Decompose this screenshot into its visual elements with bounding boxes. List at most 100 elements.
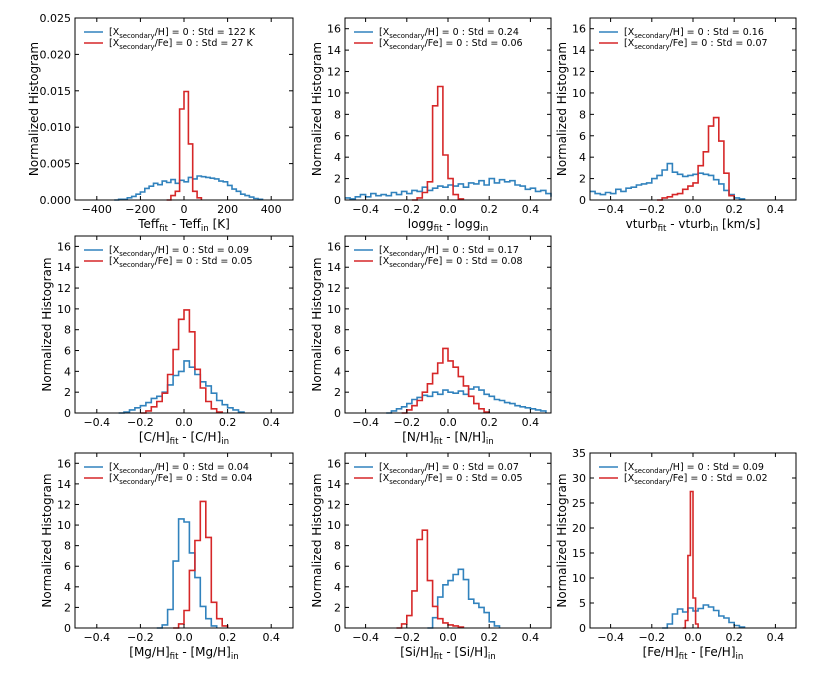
legend-entry-fe: [Xsecondary/Fe] = 0 : Std = 0.06 [379,38,523,51]
x-tick-label: 0.2 [725,203,743,216]
y-tick-label: 2 [579,173,586,186]
label-part: /Fe] = 0 : Std = [155,38,232,49]
y-axis-label: Normalized Histogram [310,42,324,176]
label-part: [X [624,473,635,484]
label-part: /H] = 0 : Std = [425,462,498,473]
x-tick-label: 0.0 [175,631,193,644]
histogram-series-h [156,518,218,629]
x-axis-label: [Si/H]fit - [Si/H]in [400,645,495,662]
subscript-text: in [736,652,744,662]
label-part: [X [379,38,390,49]
y-tick-label: 0.000 [40,194,72,207]
y-tick-label: 10 [57,519,71,532]
label-part: - Teff [168,217,202,231]
x-tick-label: −0.4 [597,203,624,216]
subscript-text: secondary [119,43,154,51]
histogram-series-fe [173,500,229,629]
y-tick-label: 0 [64,622,71,635]
y-tick-label: 0 [334,407,341,420]
x-tick-label: −400 [82,203,112,216]
label-part: [X [109,38,120,49]
x-tick-label: 0.0 [439,631,457,644]
y-tick-label: 16 [327,23,341,36]
legend-entry-fe: [Xsecondary/Fe] = 0 : Std = 0.08 [379,256,523,269]
legend: [Xsecondary/H] = 0 : Std = 0.07[Xseconda… [354,462,523,486]
panel-ch: −0.4 −0.2 0.0 0.2 0.4 0 2 4 6 8 10 12 14 16Normalized… [40,235,294,447]
legend-entry-fe: [Xsecondary/Fe] = 0 : Std = 0.02 [624,473,768,486]
label-part: [X [624,38,635,49]
x-tick-label: 0.0 [439,203,457,216]
legend: [Xsecondary/H] = 0 : Std = 0.09[Xseconda… [599,462,768,486]
y-tick-label: 8 [334,324,341,337]
legend-std-value: 0.07 [746,38,767,49]
subscript-text: in [488,652,496,662]
y-tick-label: 2 [334,173,341,186]
legend-std-value: 0.16 [743,27,764,38]
y-tick-label: 12 [327,498,341,511]
y-tick-label: 10 [572,87,586,100]
y-tick-label: 10 [327,303,341,316]
label-part: [km/s] [718,217,760,231]
panel-sih: −0.4 −0.2 0.0 0.2 0.4 0 2 4 6 8 10 12 14 16Normalized… [310,452,552,662]
panel-feh: −0.4 −0.2 0.0 0.2 0.4 0 5 10 15 20 25 30 35Normalize… [555,447,797,662]
y-tick-label: 14 [57,478,71,491]
y-tick-label: 4 [64,581,71,594]
subscript-text: in [480,224,488,234]
legend-entry-fe: [Xsecondary/Fe] = 0 : Std = 0.05 [379,473,523,486]
subscript-text: secondary [119,261,154,269]
y-tick-label: 8 [334,108,341,121]
y-tick-label: 2 [64,386,71,399]
x-tick-label: 0.0 [439,416,457,429]
subscript-text: secondary [389,467,424,475]
x-tick-label: 0.4 [522,631,540,644]
subscript-text: fit [170,437,179,447]
x-tick-label: −0.2 [393,631,420,644]
y-tick-label: 14 [327,478,341,491]
legend-std-value: 122 K [228,27,256,38]
label-part: /Fe] = 0 : Std = [155,256,232,267]
y-tick-label: 8 [64,324,71,337]
subscript-text: in [221,437,229,447]
y-tick-label: 10 [327,87,341,100]
y-tick-label: 4 [334,581,341,594]
subscript-text: secondary [389,261,424,269]
label-part: [X [624,462,635,473]
subscript-text: fit [658,224,667,234]
histogram-series-fe [657,116,735,201]
y-tick-label: 6 [579,130,586,143]
legend-entry-h: [Xsecondary/H] = 0 : Std = 0.16 [624,27,764,40]
label-part: [X [109,27,120,38]
subscript-text: secondary [119,467,154,475]
subscript-text: fit [159,224,168,234]
y-tick-label: 0 [579,622,586,635]
x-tick-label: 0 [181,203,188,216]
label-part: - [Fe/H] [687,645,735,659]
legend-std-value: 0.04 [228,462,249,473]
x-axis-label: vturbfit - vturbin [km/s] [626,217,761,234]
y-tick-label: 14 [327,261,341,274]
y-tick-label: 16 [327,457,341,470]
legend: [Xsecondary/H] = 0 : Std = 0.09[Xseconda… [84,245,253,269]
y-tick-label: 8 [64,540,71,553]
x-tick-label: 0.4 [522,203,540,216]
x-tick-label: 0.4 [767,203,785,216]
label-part: /Fe] = 0 : Std = [670,38,747,49]
label-part: - vturb [666,217,710,231]
histogram-series-fe [166,90,203,201]
y-tick-label: 10 [327,519,341,532]
legend-std-value: 0.08 [501,256,522,267]
y-tick-label: 10 [572,572,586,585]
legend-entry-h: [Xsecondary/H] = 0 : Std = 0.09 [624,462,764,475]
y-tick-label: 0 [64,407,71,420]
y-tick-label: 6 [64,345,71,358]
subscript-text: secondary [389,250,424,258]
legend-entry-h: [Xsecondary/H] = 0 : Std = 0.24 [379,27,519,40]
y-axis-label: Normalized Histogram [555,42,569,176]
x-tick-label: −0.2 [638,203,665,216]
subscript-text: secondary [634,43,669,51]
y-tick-label: 0.020 [40,48,72,61]
y-axis-label: Normalized Histogram [40,257,54,391]
label-part: - logg [443,217,481,231]
legend: [Xsecondary/H] = 0 : Std = 0.24[Xseconda… [354,27,523,51]
